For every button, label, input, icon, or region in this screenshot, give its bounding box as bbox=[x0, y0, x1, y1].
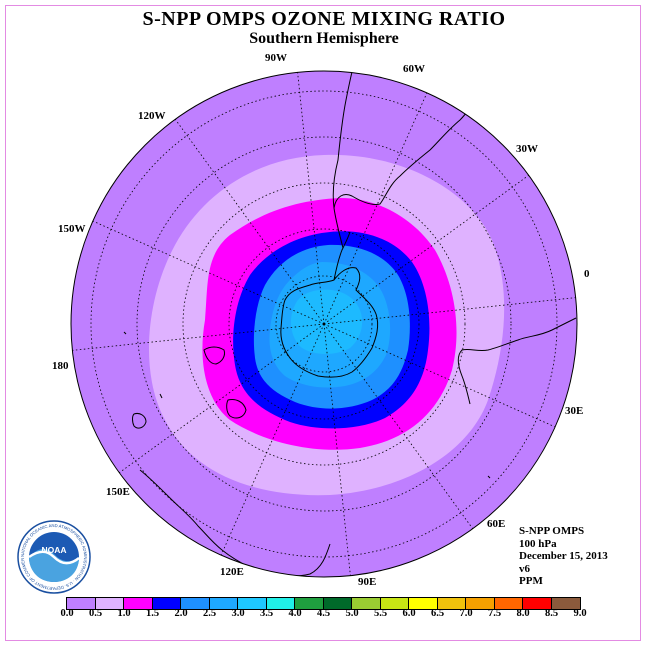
lon-label-90w: 90W bbox=[265, 52, 287, 64]
latitude-circle-80s bbox=[275, 275, 373, 373]
colorbar-tick-label: 2.0 bbox=[174, 608, 188, 619]
lon-label-180: 180 bbox=[52, 360, 69, 372]
lon-label-30e: 30E bbox=[565, 405, 584, 417]
colorbar-swatch bbox=[266, 598, 295, 609]
colorbar-swatch bbox=[409, 598, 438, 609]
colorbar-tick-label: 8.5 bbox=[544, 608, 559, 619]
version-text: v6 bbox=[519, 562, 530, 575]
colorbar-swatch bbox=[323, 598, 352, 609]
colorbar-tick-label: 1.5 bbox=[145, 608, 160, 619]
instrument-text: S-NPP OMPS bbox=[519, 525, 585, 537]
colorbar-swatch bbox=[95, 598, 124, 609]
product-info: S-NPP OMPS 100 hPa December 15, 2013 v6 … bbox=[519, 525, 608, 588]
colorbar-tick-label: 6.0 bbox=[402, 608, 416, 619]
colorbar-tick-label: 1.0 bbox=[117, 608, 131, 619]
colorbar-tick-label: 5.5 bbox=[373, 608, 388, 619]
lon-label-120e: 120E bbox=[220, 566, 244, 578]
map-subtitle: Southern Hemisphere bbox=[249, 30, 399, 47]
colorbar-tick-label: 6.5 bbox=[430, 608, 445, 619]
colorbar bbox=[66, 597, 581, 610]
colorbar-swatch bbox=[152, 598, 181, 609]
australia-coastline bbox=[139, 469, 331, 577]
units-text: PPM bbox=[519, 575, 543, 587]
ozone-band-3.0-3.5 bbox=[290, 289, 363, 354]
date-text: December 15, 2013 bbox=[519, 550, 608, 562]
colorbar-labels: 0.0 0.5 1.0 1.5 2.0 2.5 3.0 3.5 4.0 4.5 5.0 5.5 6.0 6… bbox=[0, 608, 648, 624]
lon-label-60w: 60W bbox=[403, 63, 425, 75]
antarctic-peninsula bbox=[333, 231, 351, 281]
colorbar-tick-label: 3.5 bbox=[259, 608, 274, 619]
colorbar-swatch bbox=[551, 598, 580, 609]
lon-label-0: 0 bbox=[584, 268, 590, 280]
lon-label-120w: 120W bbox=[138, 110, 166, 122]
colorbar-swatch bbox=[466, 598, 495, 609]
colorbar-swatch bbox=[124, 598, 153, 609]
colorbar-swatch bbox=[380, 598, 409, 609]
colorbar-tick-label: 7.0 bbox=[459, 608, 473, 619]
noaa-logo-text: NOAA bbox=[41, 545, 66, 555]
colorbar-tick-label: 4.0 bbox=[288, 608, 302, 619]
colorbar-swatch bbox=[238, 598, 267, 609]
figure-frame bbox=[5, 5, 641, 641]
colorbar-swatch bbox=[209, 598, 238, 609]
colorbar-tick-label: 5.0 bbox=[345, 608, 359, 619]
colorbar-swatch bbox=[181, 598, 210, 609]
colorbar-swatch bbox=[494, 598, 523, 609]
colorbar-tick-label: 8.0 bbox=[516, 608, 530, 619]
noaa-logo: NOAA NATIONAL OCEANIC AND ATMOSPHERIC AD… bbox=[17, 520, 91, 594]
new-zealand-north bbox=[226, 399, 247, 419]
colorbar-swatch bbox=[67, 598, 96, 609]
antarctica-coastline bbox=[280, 267, 379, 378]
small-islands bbox=[123, 331, 491, 479]
colorbar-tick-label: 9.0 bbox=[573, 608, 587, 619]
colorbar-tick-label: 4.5 bbox=[316, 608, 331, 619]
south-america-coastline bbox=[333, 81, 489, 249]
latitude-circle-50s bbox=[136, 136, 512, 512]
lon-label-60e: 60E bbox=[487, 518, 506, 530]
colorbar-tick-label: 0.0 bbox=[60, 608, 74, 619]
map-title: S-NPP OMPS OZONE MIXING RATIO bbox=[142, 8, 506, 30]
map-boundary bbox=[70, 70, 578, 578]
colorbar-tick-label: 7.5 bbox=[487, 608, 502, 619]
lon-label-90e: 90E bbox=[358, 576, 377, 588]
latitude-circle-40s bbox=[90, 90, 558, 558]
colorbar-swatch bbox=[437, 598, 466, 609]
lon-label-150w: 150W bbox=[58, 223, 86, 235]
south-america-west-coast bbox=[332, 71, 353, 209]
pressure-level-text: 100 hPa bbox=[519, 537, 557, 550]
colorbar-swatch bbox=[352, 598, 381, 609]
tasmania-coastline bbox=[132, 413, 147, 429]
lon-label-30w: 30W bbox=[516, 143, 538, 155]
africa-coastline bbox=[457, 317, 577, 405]
colorbar-tick-label: 3.0 bbox=[231, 608, 245, 619]
new-zealand-coastline bbox=[203, 346, 225, 365]
colorbar-tick-label: 2.5 bbox=[202, 608, 217, 619]
colorbar-swatch bbox=[523, 598, 552, 609]
latitude-circle-70s bbox=[228, 228, 420, 420]
colorbar-tick-label: 0.5 bbox=[88, 608, 103, 619]
colorbar-swatch bbox=[295, 598, 324, 609]
lon-label-150e: 150E bbox=[106, 486, 130, 498]
latitude-circle-60s bbox=[182, 182, 466, 466]
